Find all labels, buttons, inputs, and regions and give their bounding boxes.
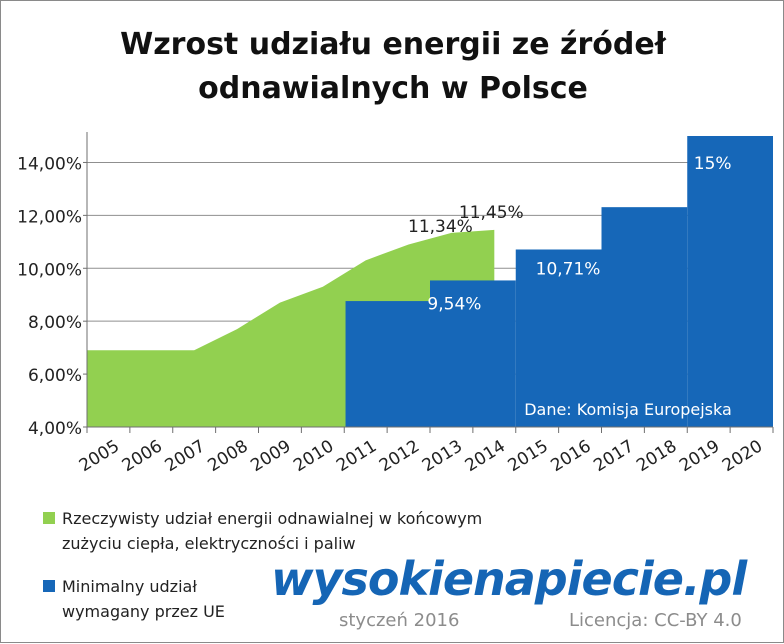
data-label: 11,45%	[459, 203, 524, 223]
x-tick-label: 2008	[204, 436, 251, 476]
license-text: Licencja: CC-BY 4.0	[569, 610, 742, 631]
x-tick-label: 2007	[162, 436, 209, 476]
y-tick-label: 6,00%	[28, 366, 82, 386]
x-tick-label: 2014	[462, 436, 509, 476]
legend-item-actual: Rzeczywisty udział energii odnawialnej w…	[43, 506, 513, 556]
x-tick-label: 2009	[247, 436, 294, 476]
chart-title: Wzrost udziału energii ze źródeł odnawia…	[1, 23, 784, 111]
x-tick-label: 2010	[290, 436, 337, 476]
target-step-bar	[687, 136, 773, 427]
x-tick-label: 2016	[547, 436, 594, 476]
x-tick-label: 2017	[590, 436, 637, 476]
legend-swatch-target	[43, 580, 55, 592]
y-tick-label: 4,00%	[28, 419, 82, 439]
legend-label-actual: Rzeczywisty udział energii odnawialnej w…	[62, 509, 483, 553]
target-step-bar	[601, 207, 688, 427]
x-tick-label: 2013	[419, 436, 466, 476]
data-label: 9,54%	[427, 294, 481, 314]
target-step-bar	[515, 249, 602, 427]
data-label: 10,71%	[536, 259, 601, 279]
x-tick-label: 2011	[333, 436, 380, 476]
x-tick-label: 2006	[119, 436, 166, 476]
target-step-bar	[430, 280, 516, 427]
x-tick-label: 2019	[676, 436, 723, 476]
chart-title-line-2: odnawialnych w Polsce	[198, 71, 588, 106]
x-tick-label: 2015	[505, 436, 552, 476]
x-tick-label: 2018	[633, 436, 680, 476]
data-label: 11,34%	[408, 217, 473, 237]
y-tick-label: 12,00%	[17, 207, 82, 227]
y-tick-label: 10,00%	[17, 260, 82, 280]
target-step-bar	[345, 301, 430, 427]
legend-swatch-actual	[43, 512, 55, 524]
chart-title-line-1: Wzrost udziału energii ze źródeł	[120, 27, 666, 62]
legend-item-target: Minimalny udział wymagany przez UE	[43, 574, 243, 624]
publication-date: styczeń 2016	[339, 610, 460, 631]
x-tick-label: 2005	[76, 436, 123, 476]
x-tick-label: 2012	[376, 436, 423, 476]
y-tick-label: 8,00%	[28, 313, 82, 333]
source-annotation: Dane: Komisja Europejska	[524, 400, 732, 419]
y-tick-label: 14,00%	[17, 154, 82, 174]
publisher-logo: wysokienapiecie.pl	[271, 552, 747, 606]
data-label: 15%	[694, 154, 732, 174]
legend-label-target: Minimalny udział wymagany przez UE	[62, 577, 225, 621]
x-tick-label: 2020	[719, 436, 766, 476]
